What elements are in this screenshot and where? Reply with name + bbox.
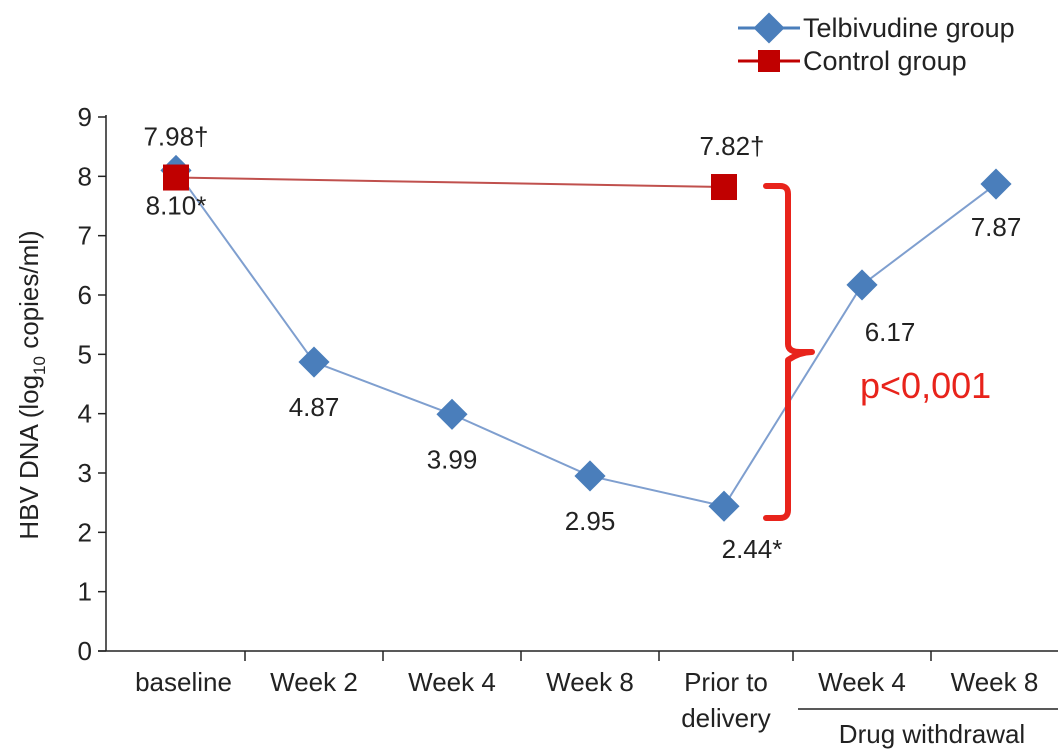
x-tick-label-line: Prior to <box>684 667 768 697</box>
y-axis-title-subscript: 10 <box>30 356 49 375</box>
data-label: 7.82† <box>699 131 764 161</box>
x-tick-label: Week 4 <box>818 667 906 697</box>
legend-label-control: Control group <box>803 46 967 76</box>
data-point-diamond <box>436 398 468 430</box>
x-tick-label-line: Week 4 <box>408 667 496 697</box>
data-point-diamond <box>846 269 878 301</box>
data-label: 6.17 <box>865 317 916 347</box>
x-tick-label-line: Week 2 <box>270 667 358 697</box>
y-ticks: 0 1 2 3 4 5 6 7 8 9 <box>78 102 106 666</box>
y-axis-title: HBV DNA (log10 copies/ml) <box>14 230 49 539</box>
data-label: 7.87 <box>971 212 1022 242</box>
data-point-diamond <box>708 490 740 522</box>
y-tick-label: 6 <box>78 280 92 310</box>
data-label: 4.87 <box>289 392 340 422</box>
x-tick-label: Week 4 <box>408 667 496 697</box>
series-control: 7.98† 7.82† <box>143 122 765 201</box>
data-point-diamond <box>574 460 606 492</box>
y-tick-label: 7 <box>78 221 92 251</box>
legend-marker-telbivudine <box>753 12 785 44</box>
y-tick-label: 1 <box>78 577 92 607</box>
data-label: 8.10* <box>146 190 207 220</box>
data-point-square <box>711 174 737 201</box>
y-tick-label: 4 <box>78 399 92 429</box>
series-layer: 8.10* 4.87 3.99 2.95 2.44* 6.17 7.87 7.98† 7.82† <box>143 122 1021 565</box>
data-point-diamond <box>298 346 330 378</box>
y-tick-label: 5 <box>78 339 92 369</box>
p-value-annotation: p<0,001 <box>860 365 991 406</box>
legend-label-telbivudine: Telbivudine group <box>803 13 1015 43</box>
legend-marker-control <box>758 50 780 72</box>
y-tick-label: 0 <box>78 636 92 666</box>
data-point-square <box>163 164 189 191</box>
series-telbivudine: 8.10* 4.87 3.99 2.95 2.44* 6.17 7.87 <box>146 154 1022 564</box>
x-tick-label-line: baseline <box>135 667 232 697</box>
x-tick-label-line: Week 8 <box>951 667 1039 697</box>
x-tick-label-line: Week 4 <box>818 667 906 697</box>
x-tick-label: Prior to delivery <box>681 667 771 733</box>
x-tick-label: Week 2 <box>270 667 358 697</box>
x-tick-labels: baseline Week 2 Week 4 Week 8 Prior to delive… <box>135 667 1038 733</box>
y-tick-label: 9 <box>78 102 92 132</box>
legend: Telbivudine group Control group <box>738 12 1015 76</box>
series-line <box>175 176 725 189</box>
data-label: 7.98† <box>143 122 208 152</box>
data-label: 2.44* <box>722 534 783 564</box>
axes <box>98 115 1058 661</box>
y-tick-label: 8 <box>78 161 92 191</box>
data-label: 2.95 <box>565 506 616 536</box>
y-tick-label: 3 <box>78 458 92 488</box>
data-point-diamond <box>980 168 1012 200</box>
y-axis-title-main: HBV DNA (log <box>14 375 44 540</box>
data-label: 3.99 <box>427 444 478 474</box>
significance-bracket <box>763 183 815 521</box>
y-axis-title-end: copies/ml) <box>14 230 44 356</box>
x-tick-label-line: Week 8 <box>546 667 634 697</box>
y-tick-label: 2 <box>78 517 92 547</box>
x-tick-label-line: delivery <box>681 703 771 733</box>
x-tick-label: Week 8 <box>951 667 1039 697</box>
group-label-drug-withdrawal: Drug withdrawal <box>839 719 1025 749</box>
x-tick-label: Week 8 <box>546 667 634 697</box>
x-tick-label: baseline <box>135 667 232 697</box>
